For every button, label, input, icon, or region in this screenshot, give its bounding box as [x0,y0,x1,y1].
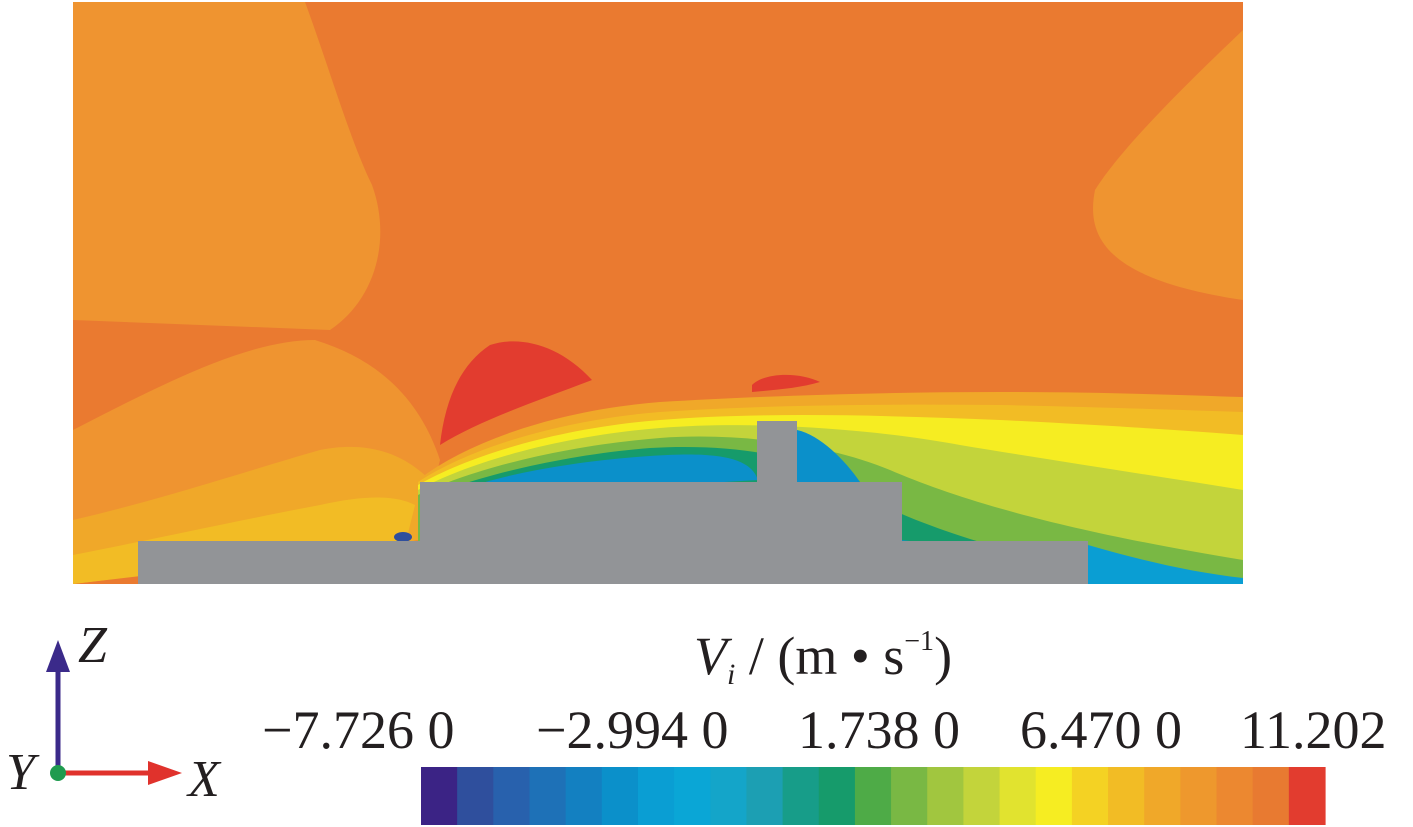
quantity-units-suffix: ) [934,626,953,686]
origin-marker-icon [50,765,66,781]
color-scale-swatch [421,767,458,825]
color-scale-swatch [1035,767,1073,825]
x-axis-label: X [188,751,220,808]
color-scale-swatch [746,767,784,825]
color-scale-swatch [637,767,675,825]
color-scale-swatch [1144,767,1181,825]
coordinate-axes [46,640,182,785]
quantity-units-exponent: −1 [904,626,935,657]
color-scale-swatch [999,767,1037,825]
color-scale-swatch [1252,767,1290,825]
color-scale-swatch [1216,767,1254,825]
velocity-contour-field [73,2,1243,584]
color-scale-swatch [565,767,603,825]
quantity-label: Vi / (m • s−1) [694,612,952,705]
color-scale-swatch [529,767,567,825]
z-arrowhead-icon [46,640,70,672]
color-scale-swatch [1108,767,1145,825]
color-scale-swatch [457,767,494,825]
color-scale-swatch [891,767,928,825]
color-scale-swatch [818,767,856,825]
scale-tick-label: 11.202 [1240,700,1387,760]
color-scale-bar [421,767,1326,825]
color-scale-swatch [963,767,1001,825]
z-axis-label: Z [78,617,107,674]
color-scale-swatch [674,767,711,825]
scale-tick-label: −7.726 0 [262,700,455,760]
color-scale-swatch [1288,767,1326,825]
y-axis-label: Y [6,744,35,801]
color-scale-swatch [1180,767,1218,825]
color-scale-swatch [601,767,639,825]
quantity-units-prefix: / (m • s [748,626,905,686]
color-scale-swatch [854,767,892,825]
color-scale-swatch [927,767,964,825]
color-scale-swatch [710,767,748,825]
scale-tick-label: −2.994 0 [536,700,729,760]
color-scale-swatch [1071,767,1109,825]
color-scale-swatch [782,767,820,825]
scale-tick-label: 1.738 0 [798,700,960,760]
scale-tick-label: 6.470 0 [1020,700,1182,760]
quantity-symbol: V [694,626,727,686]
x-arrowhead-icon [148,761,182,785]
color-scale-swatch [493,767,531,825]
quantity-subscript: i [727,658,736,691]
